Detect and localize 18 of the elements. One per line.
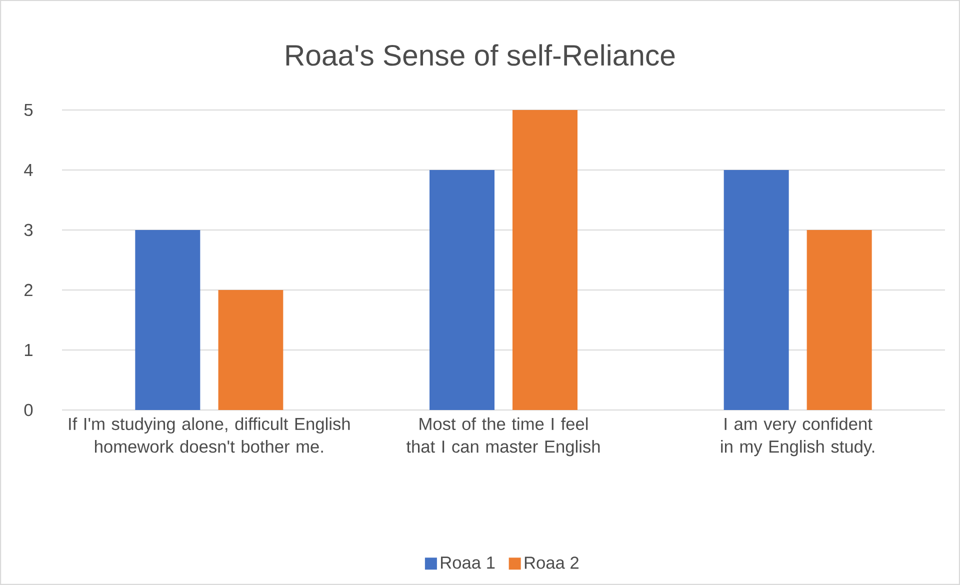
y-tick-label: 4 <box>24 164 33 176</box>
bar <box>430 170 495 410</box>
bar <box>218 290 284 410</box>
y-tick-label: 1 <box>24 344 32 356</box>
x-tick-label: If I'm studying alone, difficult English homework doesn't bother me. <box>69 417 350 453</box>
y-tick-label: 0 <box>24 404 33 416</box>
y-tick-label: 3 <box>24 224 33 236</box>
bar <box>806 230 872 410</box>
x-tick-label: I am very confident in my English study. <box>721 417 874 456</box>
x-tick-label: Most of the time I feel that I can master English <box>406 417 600 456</box>
legend-label: Roaa 1 <box>441 556 495 569</box>
y-tick-label: 5 <box>24 104 33 116</box>
bar <box>724 170 789 410</box>
chart-title: Roaa's Sense of self-Reliance <box>286 44 675 66</box>
legend-label: Roaa 2 <box>524 556 578 569</box>
y-tick-label: 2 <box>24 284 32 296</box>
bar <box>512 110 578 410</box>
bar <box>135 230 200 410</box>
